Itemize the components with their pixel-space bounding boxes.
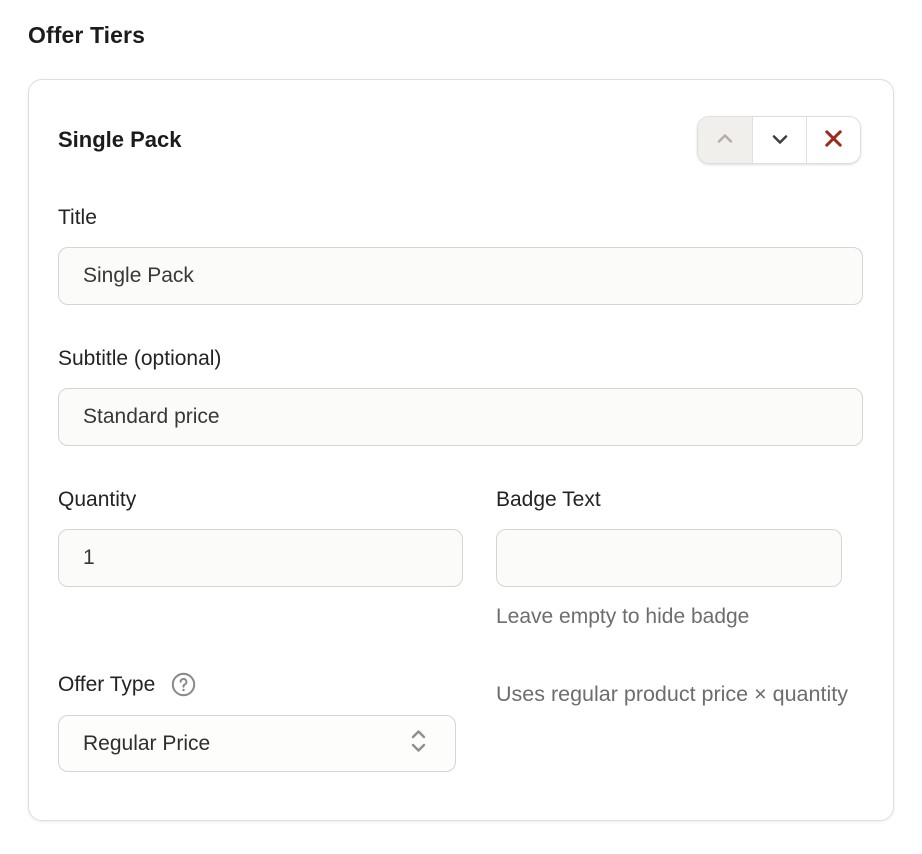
subtitle-field-group: Subtitle (optional) bbox=[58, 347, 863, 446]
page-title: Offer Tiers bbox=[28, 22, 145, 48]
offer-type-note: Uses regular product price × quantity bbox=[496, 682, 848, 706]
offer-type-field-group: Offer Type Regular Price bbox=[58, 671, 463, 772]
title-input[interactable] bbox=[58, 247, 863, 305]
tier-action-buttons bbox=[697, 116, 861, 164]
subtitle-input[interactable] bbox=[58, 388, 863, 446]
x-icon bbox=[822, 127, 845, 153]
tier-card-header: Single Pack bbox=[58, 116, 861, 164]
offer-type-select[interactable]: Regular Price bbox=[58, 715, 456, 772]
quantity-label: Quantity bbox=[58, 488, 137, 511]
chevron-down-icon bbox=[768, 127, 792, 154]
title-field-group: Title bbox=[58, 206, 863, 305]
chevron-up-icon bbox=[713, 127, 737, 154]
question-circle-icon[interactable] bbox=[170, 671, 197, 698]
move-tier-down-button[interactable] bbox=[752, 117, 806, 163]
title-label: Title bbox=[58, 206, 97, 229]
subtitle-label: Subtitle (optional) bbox=[58, 347, 222, 370]
move-tier-up-button[interactable] bbox=[698, 117, 752, 163]
quantity-field-group: Quantity bbox=[58, 488, 463, 587]
quantity-badge-row: Quantity Badge Text Leave empty to hide … bbox=[58, 488, 861, 629]
offer-type-label: Offer Type bbox=[58, 672, 156, 696]
badge-field-group: Badge Text Leave empty to hide badge bbox=[496, 488, 848, 629]
offer-type-label-row: Offer Type bbox=[58, 671, 463, 698]
badge-helper-text: Leave empty to hide badge bbox=[496, 605, 750, 628]
quantity-input[interactable] bbox=[58, 529, 463, 587]
remove-tier-button[interactable] bbox=[806, 117, 860, 163]
offer-type-selected-value: Regular Price bbox=[83, 731, 211, 755]
up-down-chevrons-icon bbox=[408, 728, 429, 760]
badge-text-label: Badge Text bbox=[496, 488, 601, 511]
tier-heading: Single Pack bbox=[58, 127, 182, 152]
offer-type-row: Offer Type Regular Price bbox=[58, 671, 861, 772]
offer-tier-card: Single Pack bbox=[28, 79, 894, 821]
badge-text-input[interactable] bbox=[496, 529, 842, 587]
